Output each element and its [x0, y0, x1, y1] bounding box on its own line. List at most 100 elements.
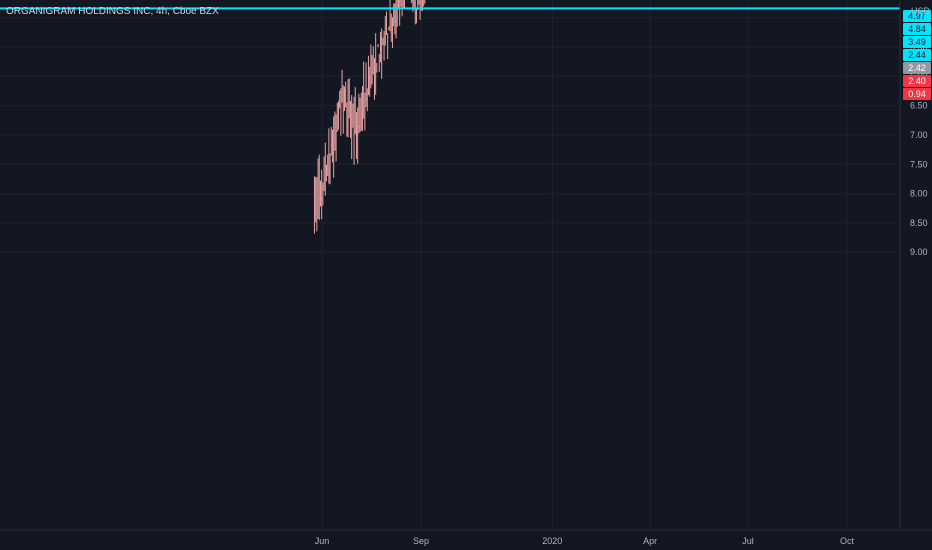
candle-body — [358, 126, 360, 128]
candle-body — [379, 56, 381, 58]
price-tags: 4.97 4.84 3.49 2.44 2.42 2.40 0.94 — [903, 10, 931, 101]
time-tick-label: Oct — [840, 536, 855, 546]
candle-body — [375, 76, 377, 78]
candle-body — [327, 162, 329, 164]
price-tag-label: 2.42 — [908, 63, 926, 73]
candle-body — [322, 193, 324, 195]
candle-body — [366, 98, 368, 100]
candle-body — [345, 90, 347, 92]
candle-body — [355, 133, 357, 135]
candle-body — [363, 92, 365, 94]
price-tag-label: 2.40 — [908, 76, 926, 86]
price-tag-label: 0.94 — [908, 89, 926, 99]
price-tick-label: 7.50 — [910, 159, 928, 169]
candle-body — [394, 20, 396, 22]
candle-body — [351, 142, 353, 144]
candle-body — [395, 21, 397, 23]
candle-body — [417, 5, 419, 7]
price-tag-box — [903, 75, 931, 88]
candle-body — [318, 197, 320, 199]
time-axis[interactable]: JunSep2020AprJulOct2021AprJulOct — [0, 529, 932, 546]
candle-body — [399, 6, 401, 8]
price-tick-label: 8.00 — [910, 189, 928, 199]
price-tag-label: 3.49 — [908, 37, 926, 47]
candle-body — [315, 211, 317, 213]
candle-body — [376, 71, 378, 73]
candle-body — [359, 125, 361, 127]
candle-body — [360, 121, 362, 123]
price-tick-label: 7.00 — [910, 130, 928, 140]
candle-body — [334, 136, 336, 138]
candle-body — [348, 117, 350, 119]
price-tag-box — [903, 10, 931, 23]
candle-body — [390, 32, 392, 34]
candle-body — [331, 144, 333, 146]
candle-body — [330, 144, 332, 146]
candle-body — [341, 98, 343, 100]
candle-body — [378, 67, 380, 69]
time-tick-label: Jun — [315, 536, 330, 546]
price-tick-label: 9.00 — [910, 247, 928, 257]
candle-body — [401, 4, 403, 6]
time-tick-label: Sep — [413, 536, 429, 546]
candle-body — [397, 0, 399, 2]
candle-body — [354, 131, 356, 133]
candles — [313, 0, 426, 234]
candle-body — [357, 135, 359, 137]
candle-body — [324, 165, 326, 167]
candle-body — [349, 136, 351, 138]
candle-body — [339, 104, 341, 106]
time-tick-label: Jul — [742, 536, 754, 546]
candle-body — [383, 56, 385, 58]
price-tick-label: 6.50 — [910, 101, 928, 111]
price-tag-box — [903, 88, 931, 101]
candle-body — [393, 15, 395, 17]
candle-body — [384, 40, 386, 42]
candle-body — [388, 29, 390, 31]
price-tag-label: 4.97 — [908, 11, 926, 21]
candle-body — [346, 117, 348, 119]
price-tag-box — [903, 36, 931, 49]
candle-body — [365, 93, 367, 95]
chart-title: ORGANIGRAM HOLDINGS INC, 4h, Cboe BZX — [6, 6, 219, 17]
candle-body — [385, 28, 387, 30]
time-tick-label: Apr — [643, 536, 657, 546]
candle-body — [411, 0, 413, 1]
candle-body — [367, 78, 369, 80]
horizontal-levels[interactable] — [0, 0, 900, 10]
candle-body — [414, 12, 416, 14]
candle-body — [340, 118, 342, 120]
candle-body — [361, 111, 363, 113]
candle-body — [413, 3, 415, 5]
candle-body — [371, 77, 373, 79]
candle-body — [321, 198, 323, 200]
candle-body — [333, 152, 335, 154]
candle-body — [381, 63, 383, 65]
price-tick-label: 8.50 — [910, 218, 928, 228]
candle-body — [370, 80, 372, 82]
candle-body — [325, 179, 327, 181]
candle-body — [347, 126, 349, 128]
candle-body — [342, 109, 344, 111]
candle-body — [337, 126, 339, 128]
candle-body — [391, 33, 393, 35]
candle-body — [369, 77, 371, 79]
candle-body — [389, 26, 391, 28]
grid — [0, 0, 900, 530]
time-tick-label: 2020 — [542, 536, 562, 546]
candle-body — [329, 168, 331, 170]
candle-body — [328, 172, 330, 174]
candle-body — [364, 106, 366, 108]
price-tag-label: 4.84 — [908, 24, 926, 34]
price-tag-box — [903, 62, 931, 75]
price-tag-label: 2.44 — [908, 50, 926, 60]
candle-body — [415, 11, 417, 13]
candle-body — [317, 206, 319, 208]
candle-body — [353, 144, 355, 146]
price-tag-box — [903, 49, 931, 62]
candle-body — [336, 122, 338, 124]
candle-body — [352, 121, 354, 123]
candle-body — [382, 43, 384, 45]
candle-body — [313, 223, 315, 225]
